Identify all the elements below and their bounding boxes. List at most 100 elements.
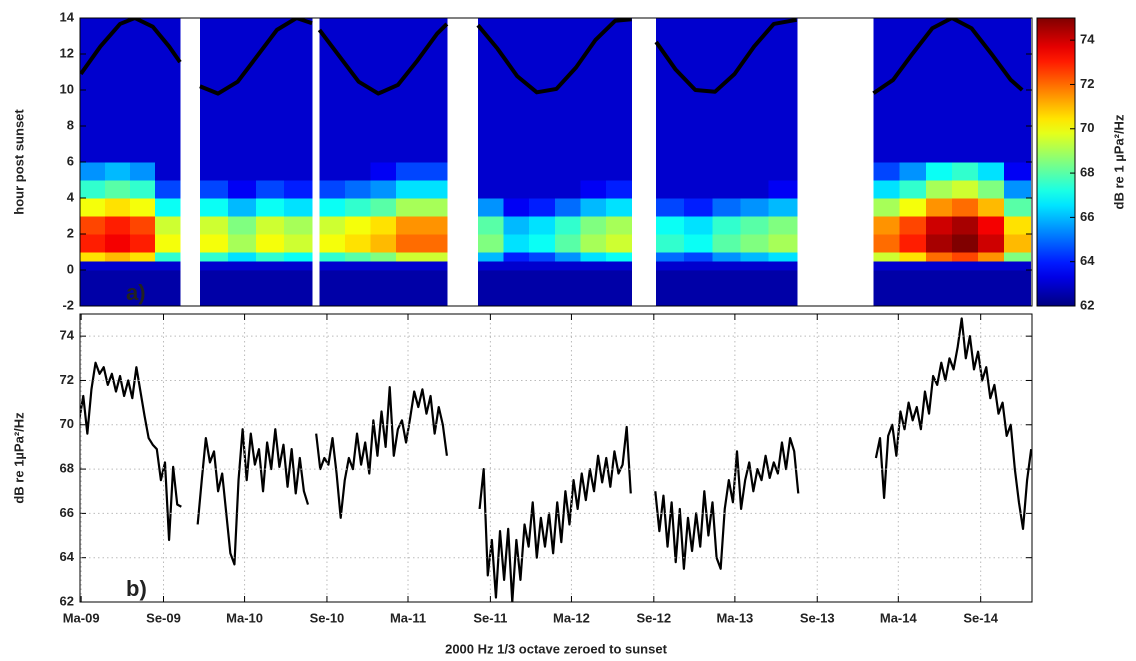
heatmap-cell — [344, 162, 372, 181]
heatmap-cell — [228, 216, 257, 235]
heatmap-cell — [951, 198, 979, 217]
heatmap-cell — [899, 180, 927, 199]
heatmap-cell — [951, 252, 979, 262]
heatmap-cell — [80, 261, 106, 271]
heatmap-cell — [768, 252, 798, 262]
y-tick-label: 10 — [60, 81, 74, 96]
heatmap-cell — [554, 234, 582, 253]
heatmap-cell — [228, 162, 257, 181]
heatmap-cell — [605, 234, 633, 253]
heatmap-cell — [529, 198, 556, 217]
heatmap-cell — [580, 252, 607, 262]
heatmap-cell — [199, 198, 229, 217]
heatmap-cell — [554, 198, 582, 217]
heatmap-cell — [656, 234, 685, 253]
heatmap-cell — [80, 252, 106, 262]
heatmap-cell — [740, 18, 770, 163]
heatmap-cell — [199, 162, 229, 181]
heatmap-cell — [580, 198, 607, 217]
heatmap-cell — [477, 216, 505, 235]
heatmap-cell — [529, 180, 556, 199]
heatmap-cell — [155, 180, 181, 199]
heatmap-cell — [925, 162, 953, 181]
y-tick-label: 2 — [67, 225, 74, 240]
heatmap-cell — [768, 180, 798, 199]
colorbar-tick-label: 68 — [1080, 165, 1094, 180]
heatmap-cell — [503, 162, 530, 181]
heatmap-cell — [477, 261, 505, 271]
heatmap-cell — [130, 198, 156, 217]
heatmap-cell — [228, 252, 257, 262]
heatmap-cell — [256, 234, 285, 253]
heatmap-cell — [1004, 234, 1031, 253]
heatmap-cell — [130, 261, 156, 271]
heatmap-cell — [899, 198, 927, 217]
heatmap-cell — [554, 180, 582, 199]
heatmap-cell — [503, 252, 530, 262]
heatmap-cell — [529, 216, 556, 235]
colorbar-tick-label: 70 — [1080, 120, 1094, 135]
heatmap-cell — [319, 252, 346, 262]
heatmap-cell — [712, 234, 742, 253]
heatmap-cell — [370, 162, 397, 181]
axes-frame — [79, 17, 1033, 307]
plot-area — [80, 317, 1032, 602]
heatmap-cell — [130, 18, 156, 163]
panel-label: b) — [126, 576, 147, 601]
heatmap-cell — [130, 180, 156, 199]
heatmap-cell — [228, 270, 257, 306]
heatmap-cell — [256, 261, 285, 271]
y-tick-label: 68 — [60, 461, 74, 476]
heatmap-cell — [1004, 162, 1031, 181]
heatmap-cell — [130, 270, 156, 306]
heatmap-cell — [529, 261, 556, 271]
heatmap-cell — [105, 234, 131, 253]
heatmap-cell — [105, 162, 131, 181]
heatmap-cell — [529, 270, 556, 306]
heatmap-cell — [951, 162, 979, 181]
x-axis-label: 2000 Hz 1/3 octave zeroed to sunset — [445, 641, 667, 656]
data-line — [874, 317, 1032, 530]
heatmap-cell — [155, 234, 181, 253]
heatmap-cell — [684, 216, 713, 235]
heatmap-cell — [529, 252, 556, 262]
heatmap-cell — [580, 270, 607, 306]
heatmap-cell — [656, 270, 685, 306]
heatmap-cell — [873, 252, 901, 262]
heatmap-cell — [740, 252, 770, 262]
heatmap-cell — [873, 261, 901, 271]
heatmap-cell — [712, 180, 742, 199]
heatmap-cell — [199, 270, 229, 306]
heatmap-cell — [199, 180, 229, 199]
heatmap-cell — [80, 198, 106, 217]
heatmap-cell — [199, 261, 229, 271]
heatmap-cell — [656, 198, 685, 217]
heatmap-cell — [684, 270, 713, 306]
heatmap-cell — [256, 162, 285, 181]
heatmap-cell — [656, 162, 685, 181]
heatmap-cell — [284, 18, 313, 163]
heatmap-cell — [284, 270, 313, 306]
heatmap-cell — [978, 162, 1005, 181]
heatmap-cell — [684, 234, 713, 253]
heatmap-cell — [580, 216, 607, 235]
heatmap-cell — [256, 18, 285, 163]
heatmap-cell — [130, 216, 156, 235]
heatmap-cell — [284, 234, 313, 253]
heatmap-cell — [421, 198, 448, 217]
heatmap-cell — [740, 234, 770, 253]
plot-area — [80, 18, 1031, 306]
heatmap-cell — [319, 198, 346, 217]
heatmap-cell — [228, 198, 257, 217]
y-tick-label: 8 — [67, 117, 74, 132]
heatmap-cell — [155, 252, 181, 262]
heatmap-cell — [978, 198, 1005, 217]
heatmap-cell — [1004, 198, 1031, 217]
heatmap-cell — [925, 18, 953, 163]
heatmap-cell — [925, 234, 953, 253]
heatmap-cell — [319, 162, 346, 181]
heatmap-cell — [605, 198, 633, 217]
data-line — [478, 425, 632, 602]
